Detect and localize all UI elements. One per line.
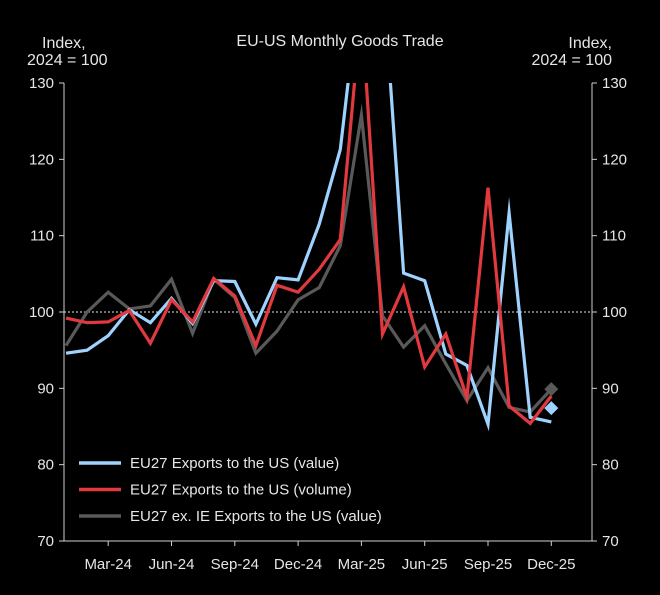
x-tick-label: Dec-24: [274, 556, 322, 573]
left-tick-label: 120: [29, 151, 54, 168]
chart-title: EU-US Monthly Goods Trade: [236, 33, 443, 50]
legend-label-1: EU27 Exports to the US (volume): [130, 482, 352, 499]
x-tick-label: Sep-24: [211, 556, 259, 573]
series-line-1: [65, 83, 553, 426]
right-tick-label: 130: [602, 75, 627, 92]
endpoint-marker-2: [544, 382, 559, 397]
left-tick-label: 110: [30, 228, 54, 245]
x-tick-label: Jun-25: [402, 556, 448, 573]
endpoint-markers: [544, 382, 559, 416]
series-line-2: [64, 102, 553, 414]
legend: EU27 Exports to the US (value) EU27 Expor…: [79, 455, 382, 525]
left-tick-label: 130: [29, 75, 54, 92]
x-tick-label: Mar-24: [84, 556, 132, 573]
left-axis-label-line1: Index,: [42, 35, 86, 52]
left-tick-label: 70: [37, 533, 54, 550]
left-axis-label-line2: 2024 = 100: [27, 52, 108, 69]
legend-label-2: EU27 ex. IE Exports to the US (value): [130, 508, 382, 525]
right-tick-label: 70: [602, 533, 619, 550]
legend-label-0: EU27 Exports to the US (value): [130, 455, 339, 472]
left-tick-label: 100: [29, 304, 54, 321]
right-tick-label: 90: [602, 380, 619, 397]
left-tick-label: 90: [37, 380, 54, 397]
right-axis-label-line2: 2024 = 100: [531, 52, 612, 69]
right-axis-label-line1: Index,: [568, 35, 612, 52]
left-tick-label: 80: [37, 457, 54, 474]
endpoint-marker-0: [544, 401, 559, 416]
right-tick-label: 80: [602, 457, 619, 474]
right-tick-label: 120: [602, 151, 627, 168]
series-layer: [64, 83, 553, 432]
x-tick-label: Dec-25: [527, 556, 575, 573]
series-line-0: [65, 83, 552, 432]
x-tick-label: Mar-25: [338, 556, 386, 573]
x-tick-label: Sep-25: [464, 556, 512, 573]
axes: 70 70 80 80 90 90 100 100 110 110 120 120 130 130 Mar-…: [29, 75, 627, 573]
right-tick-label: 110: [602, 228, 626, 245]
right-tick-label: 100: [602, 304, 627, 321]
x-tick-label: Jun-24: [149, 556, 195, 573]
